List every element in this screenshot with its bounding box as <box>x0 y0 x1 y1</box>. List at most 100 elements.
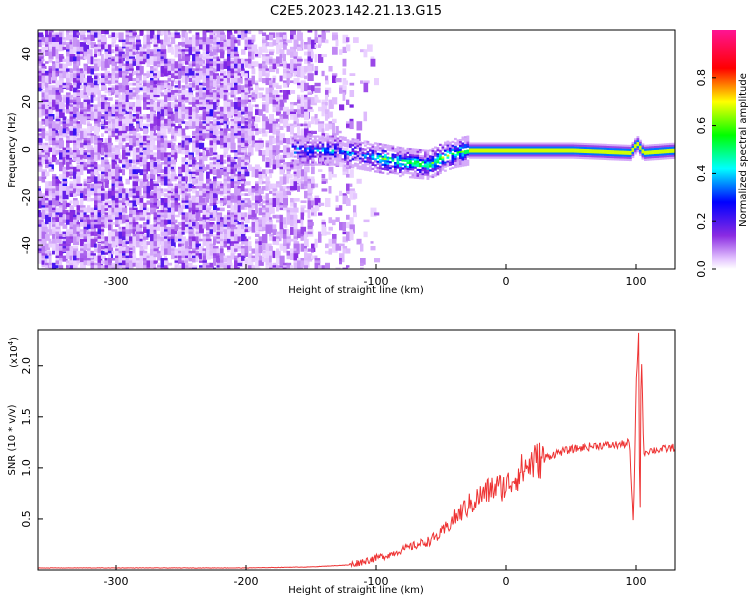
spectrogram-cell <box>192 46 198 54</box>
spectrogram-cell <box>356 121 363 131</box>
spectrogram-cell <box>311 161 315 164</box>
spectrogram-cell <box>150 152 156 156</box>
spectrogram-cell <box>174 70 180 74</box>
spectrogram-cell <box>174 214 180 218</box>
spectrogram-cell <box>157 114 161 119</box>
spectrogram-cell <box>185 75 188 85</box>
spectrogram-cell <box>48 73 54 78</box>
spectrogram-cell <box>45 30 48 38</box>
spectrogram-cell <box>342 231 347 235</box>
spectrogram-cell <box>401 171 405 174</box>
spectrogram-cell <box>129 253 133 258</box>
spectrogram-cell <box>174 130 180 136</box>
spectrogram-cell <box>431 153 435 157</box>
spectrogram-cell <box>265 176 270 186</box>
spectrogram-cell <box>286 39 293 43</box>
spectrogram-cell <box>342 85 347 94</box>
spectrogram-cell <box>125 178 130 185</box>
spectrogram-cell <box>258 241 262 246</box>
spectrogram-cell <box>371 151 375 154</box>
spectrogram-cell <box>311 118 315 125</box>
spectrogram-cell <box>234 73 238 81</box>
spectrogram-cell <box>255 123 258 129</box>
spectrogram-cell <box>118 253 125 262</box>
spectrogram-cell <box>436 173 440 176</box>
spectrogram-cell <box>164 207 167 211</box>
spectrogram-cell <box>209 202 214 207</box>
spectrogram-cell <box>38 87 43 92</box>
spectrogram-cell <box>174 205 181 212</box>
spectrogram-cell <box>38 102 42 108</box>
spectrogram-cell <box>66 118 72 127</box>
spectrogram-cell <box>97 123 101 127</box>
spectrogram-cell <box>171 198 177 203</box>
spectrogram-cell <box>331 159 335 162</box>
spectrogram-cell <box>87 68 94 74</box>
spectrogram-cell <box>230 241 235 246</box>
spectrogram-cell <box>181 114 187 119</box>
spectrogram-cell <box>409 148 412 151</box>
spectrogram-cell <box>416 148 420 151</box>
spectrogram-cell <box>294 163 297 166</box>
spectrogram-cell <box>346 265 350 268</box>
spectrogram-cell <box>304 61 307 64</box>
spectrogram-cell <box>314 260 321 264</box>
spectrogram-cell <box>411 166 415 169</box>
spectrogram-cell <box>185 171 188 176</box>
spectrogram-cell <box>73 222 79 225</box>
spectrogram-cell <box>234 174 238 178</box>
spectrogram-cell <box>115 255 119 260</box>
spectrogram-cell <box>192 102 197 111</box>
spectrogram-cell <box>104 116 109 120</box>
spectrogram-cell <box>304 143 307 146</box>
spectrogram-cell <box>251 104 256 107</box>
spectrogram-cell <box>293 253 299 262</box>
spectrogram-cell <box>441 162 445 165</box>
spectrogram-cell <box>424 163 427 166</box>
spectrogram-cell <box>374 212 380 216</box>
spectrogram-cell <box>265 169 272 174</box>
spectrogram-cell <box>269 114 274 122</box>
spectrogram-cell <box>132 106 138 113</box>
spectrogram-cell <box>244 123 248 129</box>
spectrogram-cell <box>38 49 42 53</box>
spectrogram-cell <box>272 229 277 235</box>
spectrogram-cell <box>409 164 412 167</box>
spectrogram-cell <box>143 51 148 57</box>
spectrogram-cell <box>404 167 407 170</box>
spectrogram-cell <box>300 205 306 209</box>
spectrogram-cell <box>283 164 289 170</box>
spectrogram-cell <box>132 78 139 82</box>
spectrogram-cell <box>366 158 370 162</box>
spectrogram-cell <box>94 166 100 171</box>
spectrogram-cell <box>111 114 116 119</box>
spectrogram-cell <box>344 164 347 167</box>
spectrogram-cell <box>41 82 45 89</box>
spectrogram-cell <box>429 155 432 158</box>
spectrogram-cell <box>331 135 335 138</box>
spectrogram-cell <box>167 114 174 119</box>
spectrogram-cell <box>335 130 342 134</box>
spectrogram-cell <box>136 236 142 242</box>
spectrogram-cell <box>136 61 142 68</box>
spectrogram-cell <box>146 90 151 94</box>
spectrogram-cell <box>291 143 295 146</box>
spectrogram-cell <box>216 188 221 192</box>
spectrogram-cell <box>339 253 345 263</box>
spectrogram-cell <box>55 200 60 207</box>
spectrogram-cell <box>441 144 445 147</box>
spectrogram-cell <box>276 258 281 265</box>
spectrogram-cell <box>69 34 75 40</box>
spectrogram-cell <box>188 253 192 261</box>
spectrogram-cell <box>401 167 405 170</box>
spectrogram-cell <box>125 118 131 128</box>
spectrogram-cell <box>136 73 142 77</box>
spectrogram-cell <box>439 167 442 170</box>
spectrogram-cell <box>45 171 50 177</box>
spectrogram-cell <box>59 236 66 239</box>
spectrogram-cell <box>62 219 67 223</box>
spectrogram-cell <box>111 118 117 128</box>
spectrogram-cell <box>55 104 59 112</box>
spectrogram-cell <box>87 219 93 227</box>
spectrogram-cell <box>83 250 90 258</box>
